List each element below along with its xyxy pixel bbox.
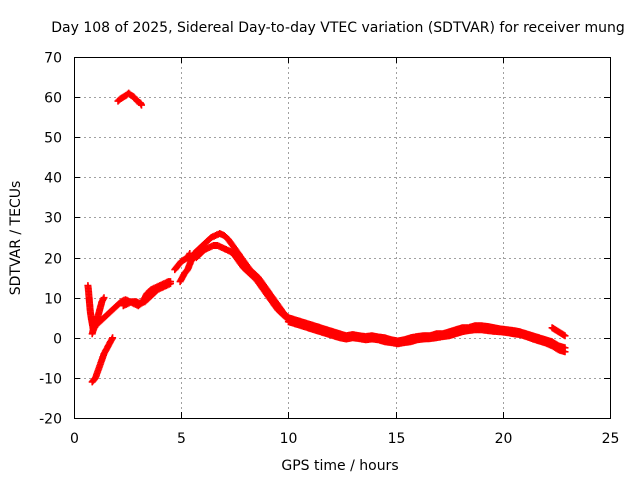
x-axis-tick-labels: 0 5 10 15 20 25 [70, 431, 619, 447]
data-point [100, 294, 108, 302]
y-tick-label: 30 [44, 211, 62, 227]
y-tick-label: -20 [39, 412, 62, 428]
data-point [138, 101, 145, 109]
y-tick-label: 10 [44, 292, 62, 308]
y-tick-label: 20 [44, 252, 62, 268]
data-point [561, 348, 569, 356]
data-point [561, 332, 569, 340]
data-point [167, 280, 174, 288]
y-tick-label: 70 [44, 51, 62, 67]
data-point [109, 334, 117, 342]
x-tick-label: 15 [388, 431, 406, 447]
series-sdtvar [84, 89, 569, 386]
y-tick-label: 40 [44, 171, 62, 187]
x-tick-label: 0 [70, 431, 79, 447]
y-axis-title: SDTVAR / TECUs [8, 181, 24, 296]
x-tick-label: 20 [495, 431, 513, 447]
chart-title: Day 108 of 2025, Sidereal Day-to-day VTE… [51, 20, 625, 36]
axis-ticks [74, 57, 611, 419]
y-tick-label: 50 [44, 131, 62, 147]
grid-lines [74, 57, 610, 418]
y-tick-label: 0 [53, 332, 62, 348]
y-tick-label: -10 [39, 372, 62, 388]
x-tick-label: 10 [280, 431, 298, 447]
x-axis-title: GPS time / hours [281, 458, 398, 474]
x-tick-label: 25 [602, 431, 620, 447]
plot-area [74, 57, 611, 419]
y-axis-tick-labels: -20 -10 0 10 20 30 40 50 60 70 [39, 51, 62, 428]
y-tick-label: 60 [44, 91, 62, 107]
x-tick-label: 5 [177, 431, 186, 447]
